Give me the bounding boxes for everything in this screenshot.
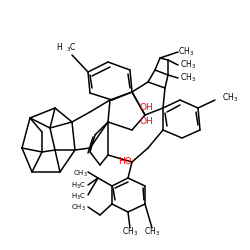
Text: H$_3$C: H$_3$C [71, 181, 86, 191]
Text: CH$_3$: CH$_3$ [144, 226, 160, 238]
Text: CH$_3$: CH$_3$ [222, 92, 238, 104]
Text: CH$_3$: CH$_3$ [178, 46, 194, 58]
Text: $_3$C: $_3$C [66, 42, 76, 54]
Text: H: H [56, 44, 62, 52]
Text: CH$_3$: CH$_3$ [71, 203, 86, 213]
Text: CH$_3$: CH$_3$ [180, 72, 196, 84]
Text: OH: OH [140, 104, 154, 112]
Text: OH: OH [140, 118, 154, 126]
Text: CH$_3$: CH$_3$ [73, 169, 88, 179]
Text: CH$_3$: CH$_3$ [122, 226, 138, 238]
Text: H$_3$C: H$_3$C [71, 192, 86, 202]
Text: CH$_3$: CH$_3$ [180, 59, 196, 71]
Text: HO: HO [118, 158, 132, 166]
